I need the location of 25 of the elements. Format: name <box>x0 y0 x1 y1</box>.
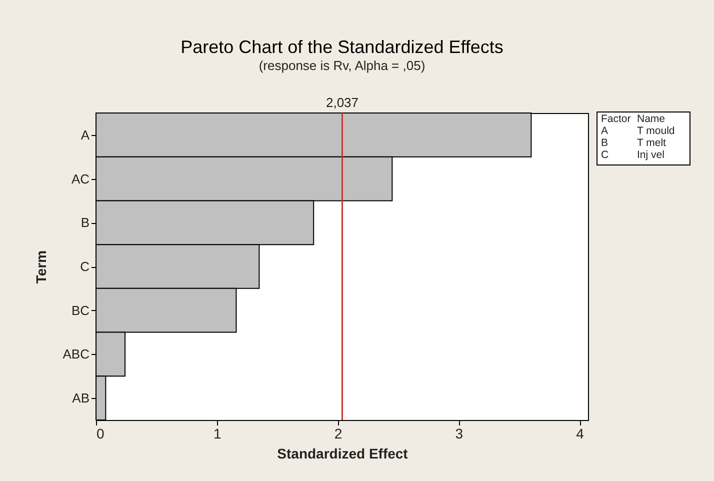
text: Name <box>637 113 666 125</box>
y-tick-label: BC <box>71 302 90 318</box>
y-tick-label: AC <box>71 171 90 186</box>
ref-line-label: 2,037 <box>326 95 359 110</box>
text: Inj vel <box>637 149 664 161</box>
text: T mould <box>637 125 675 137</box>
x-axis-title: Standardized Effect <box>277 446 408 462</box>
y-tick-label: ABC <box>62 346 90 362</box>
x-tick-label: 3 <box>455 426 464 442</box>
y-tick-label: B <box>80 215 90 230</box>
text: T melt <box>637 137 666 149</box>
text: A <box>601 125 608 137</box>
text: B <box>601 137 608 149</box>
y-axis-title: Term <box>32 250 49 284</box>
text: C <box>601 149 609 161</box>
x-tick-label: 1 <box>213 426 222 442</box>
x-tick-label: 2 <box>334 426 342 442</box>
text: Factor <box>601 113 632 125</box>
y-tick-label: C <box>80 259 90 274</box>
chart-subtitle: (response is Rv, Alpha = ,05) <box>258 58 426 73</box>
chart-title: Pareto Chart of the Standardized Effects <box>180 37 504 57</box>
x-tick-label: 4 <box>576 426 584 442</box>
y-tick-label: AB <box>72 390 90 406</box>
y-tick-label: A <box>80 127 90 142</box>
x-tick-label: 0 <box>96 426 104 442</box>
